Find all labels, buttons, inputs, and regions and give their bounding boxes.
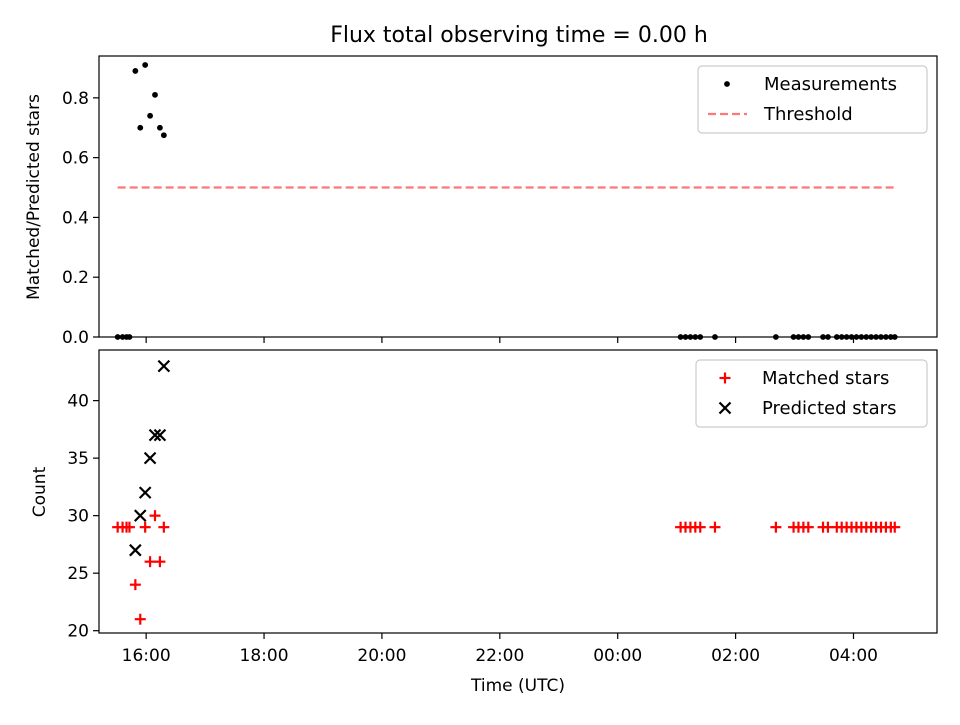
- y-tick-label: 0.6: [62, 149, 89, 169]
- y-tick-label: 20: [67, 622, 89, 642]
- y-tick-label: 0.4: [62, 208, 89, 228]
- series-predicted-stars-point-b: [138, 486, 152, 499]
- series-matched-stars-point: [149, 510, 161, 522]
- series-predicted-stars-point-b: [143, 451, 157, 465]
- series-predicted-stars-point-b: [129, 543, 142, 557]
- legend: Matched stars Predicted stars: [695, 359, 928, 428]
- series-predicted-stars-point: [143, 451, 157, 465]
- series-matched-stars-point: [123, 521, 135, 533]
- chart-title: Flux total observing time = 0.00 h: [330, 23, 708, 48]
- x-tick-label: 00:00: [593, 646, 642, 666]
- legend-predicted-stars-label: Predicted stars: [762, 398, 896, 419]
- legend-matched-stars-swatch: [719, 372, 731, 384]
- legend-threshold-label: Threshold: [763, 104, 853, 125]
- series-measurements-point: [137, 124, 144, 131]
- series-measurements-point: [142, 62, 149, 68]
- series-matched-stars-point: [158, 521, 170, 533]
- series-predicted-stars-point-b: [157, 359, 171, 373]
- series-measurements-point: [147, 112, 153, 119]
- series-matched-stars-point: [139, 521, 151, 533]
- x-tick-label: 18:00: [240, 646, 289, 666]
- series-measurements-point: [132, 68, 139, 74]
- series-measurements-point: [152, 91, 158, 98]
- legend-measurements-label: Measurements: [764, 74, 897, 95]
- series-matched-stars-point: [129, 579, 141, 591]
- x-tick-label: 16:00: [122, 646, 171, 666]
- bottom-y-axis-label: Count: [30, 466, 50, 517]
- legend-measurements-swatch: [724, 81, 730, 87]
- x-tick-label: 20:00: [357, 646, 406, 666]
- legend-predicted-stars-swatch: [718, 401, 732, 415]
- legend: Measurements Threshold: [697, 65, 928, 134]
- series-measurements: [114, 62, 898, 340]
- series-predicted-stars-point-b: [148, 428, 162, 442]
- y-tick-label: 40: [67, 392, 89, 412]
- series-matched-stars-point: [144, 556, 156, 568]
- series-predicted-stars-point: [138, 486, 152, 499]
- series-predicted-stars-point: [129, 543, 142, 557]
- x-tick-label: 02:00: [711, 646, 760, 666]
- legend-matched-stars-label: Matched stars: [762, 368, 889, 389]
- series-matched-stars-point: [134, 613, 146, 625]
- series-matched-stars-point: [770, 521, 782, 533]
- series-predicted-stars-point-b: [153, 428, 167, 442]
- series-predicted-stars: [129, 359, 171, 557]
- series-matched-stars-point: [154, 556, 166, 568]
- series-predicted-stars-point: [153, 428, 167, 442]
- legend-predicted-stars-swatch-b: [718, 401, 732, 415]
- y-tick-label: 0.0: [62, 328, 89, 348]
- bottom-x-axis-label: Time (UTC): [470, 676, 565, 696]
- top-y-axis-label: Matched/Predicted stars: [24, 94, 44, 300]
- x-tick-label: 04:00: [829, 646, 878, 666]
- top-panel: 0.0 0.2 0.4 0.6 0.8 Measurements Threshold: [62, 55, 938, 348]
- y-tick-label: 0.2: [62, 268, 89, 288]
- series-measurements-point: [157, 124, 163, 131]
- series-predicted-stars-point: [148, 428, 162, 442]
- legend-box: [697, 65, 928, 134]
- plot-frame: [98, 55, 938, 338]
- series-matched-stars-point: [802, 521, 814, 533]
- plot-frame: [98, 349, 938, 634]
- y-tick-label: 30: [67, 507, 89, 527]
- series-predicted-stars-point-b: [133, 509, 147, 522]
- series-matched-stars-point: [694, 521, 706, 533]
- series-matched-stars: [112, 510, 901, 625]
- legend-box: [695, 359, 928, 428]
- y-tick-label: 25: [67, 564, 89, 584]
- y-tick-label: 35: [67, 449, 89, 469]
- x-tick-label: 22:00: [475, 646, 524, 666]
- series-measurements-point: [160, 132, 167, 139]
- series-matched-stars-point: [709, 521, 721, 533]
- series-predicted-stars-point: [157, 359, 171, 373]
- series-predicted-stars-point: [133, 509, 147, 522]
- y-tick-label: 0.8: [62, 89, 89, 109]
- series-matched-stars-point: [889, 521, 901, 533]
- bottom-panel: 16:00 18:00 20:00 22:00 00:00 02:00 04:00 20 25 3…: [67, 349, 938, 666]
